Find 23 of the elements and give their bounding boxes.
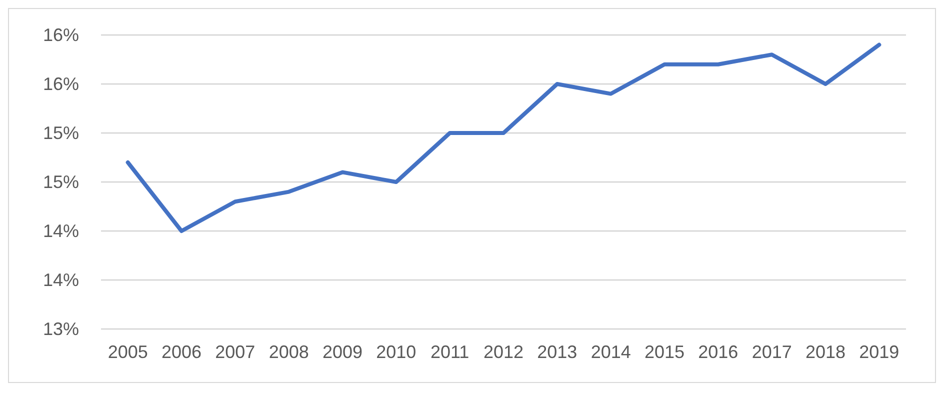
x-tick-label: 2006 [161,342,202,362]
y-tick-label: 14% [42,221,79,241]
x-tick-label: 2014 [590,342,631,362]
x-tick-label: 2019 [859,342,900,362]
x-tick-label: 2018 [805,342,846,362]
x-tick-label: 2017 [752,342,792,362]
x-tick-label: 2007 [215,342,256,362]
y-tick-label: 16% [42,74,79,94]
y-tick-label: 14% [42,270,79,290]
x-tick-label: 2009 [322,342,363,362]
line-series [126,42,882,233]
x-tick-label: 2013 [537,342,578,362]
x-tick-label: 2012 [483,342,524,362]
x-tick-label: 2008 [268,342,309,362]
x-tick-label: 2011 [430,342,470,362]
x-tick-label: 2015 [644,342,685,362]
y-tick-label: 15% [42,172,79,192]
y-tick-label: 16% [42,25,79,45]
y-tick-label: 13% [42,319,79,339]
x-tick-label: 2010 [376,342,416,362]
x-tick-label: 2016 [698,342,738,362]
y-tick-label: 15% [42,123,79,143]
x-tick-label: 2005 [108,342,148,362]
